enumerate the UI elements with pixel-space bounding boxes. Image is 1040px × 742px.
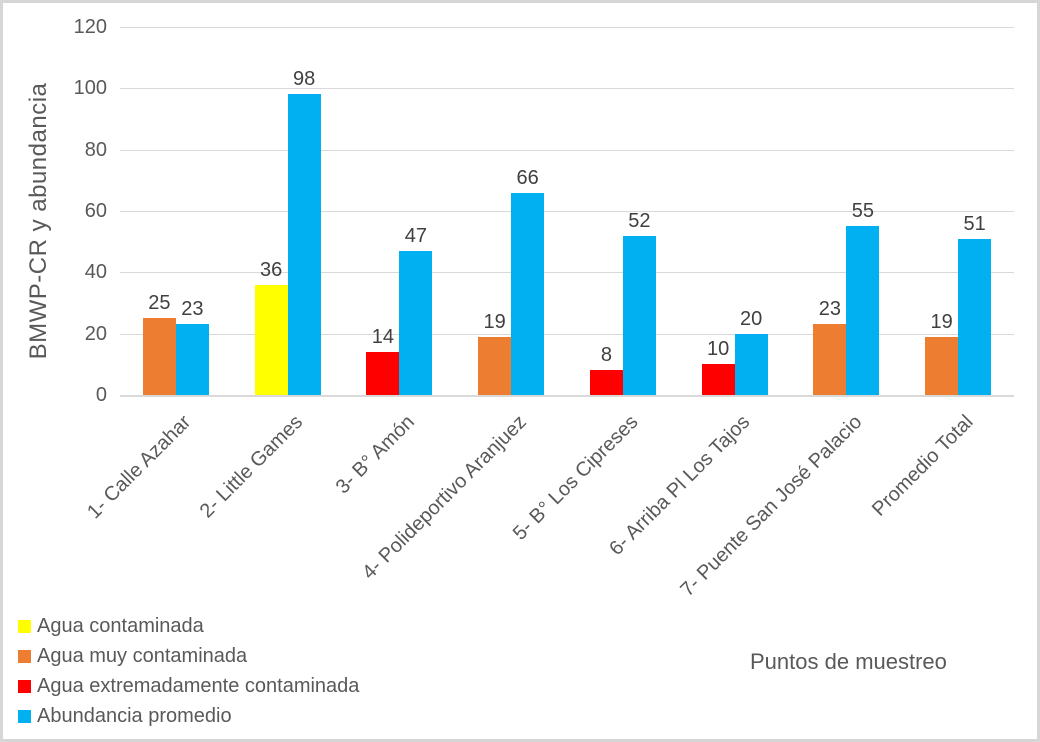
legend-swatch bbox=[18, 709, 31, 723]
gridline bbox=[120, 211, 1014, 212]
bar-group: 23 55 bbox=[791, 27, 903, 395]
bar-value-label: 36 bbox=[260, 258, 283, 281]
bar: 23 bbox=[175, 298, 209, 395]
bar: 55 bbox=[846, 200, 880, 395]
bar-value-label: 23 bbox=[818, 298, 841, 321]
y-tick-label: 60 bbox=[84, 200, 107, 222]
bar: 52 bbox=[622, 210, 656, 395]
bar-group: 10 20 bbox=[679, 27, 791, 395]
bar: 19 bbox=[478, 311, 512, 395]
legend-item: Agua extremadamente contaminada bbox=[18, 671, 359, 701]
legend-label: Agua contaminada bbox=[37, 614, 204, 637]
bar-value-label: 52 bbox=[628, 209, 651, 232]
bar: 10 bbox=[701, 338, 735, 395]
bar-group: 14 47 bbox=[344, 27, 456, 395]
y-tick-label: 80 bbox=[84, 138, 107, 161]
bar-group: 36 98 bbox=[232, 27, 344, 395]
legend-label: Agua extremadamente contaminada bbox=[37, 674, 360, 697]
gridline bbox=[120, 27, 1014, 28]
bar-value-label: 55 bbox=[851, 200, 874, 223]
bar: 14 bbox=[366, 326, 400, 395]
bar: 20 bbox=[734, 308, 768, 395]
bar: 25 bbox=[142, 292, 176, 395]
legend-swatch bbox=[18, 649, 31, 663]
y-axis-ticks: 0 20 40 60 80 100 120 bbox=[3, 16, 107, 406]
bar-group: 19 66 bbox=[455, 27, 567, 395]
bar-group: 19 51 bbox=[902, 27, 1014, 395]
bar-value-label: 8 bbox=[600, 344, 612, 367]
bar-value-label: 14 bbox=[371, 326, 394, 349]
bar-value-label: 66 bbox=[516, 166, 539, 189]
legend-item: Agua muy contaminada bbox=[18, 641, 359, 671]
bar: 23 bbox=[813, 298, 847, 395]
x-axis-title: Puntos de muestreo bbox=[750, 649, 947, 674]
x-category-label: Promedio Total bbox=[868, 411, 978, 521]
bar-value-label: 98 bbox=[293, 68, 316, 91]
bar: 47 bbox=[399, 225, 433, 395]
x-category-label: 2- Little Games bbox=[195, 411, 308, 523]
y-tick-label: 0 bbox=[95, 384, 107, 406]
x-category-label: 3- B° Amón bbox=[331, 411, 419, 499]
bar-value-label: 10 bbox=[707, 338, 730, 361]
bar: 8 bbox=[589, 344, 623, 395]
bar-value-label: 23 bbox=[181, 298, 204, 321]
legend-swatch bbox=[18, 679, 31, 693]
legend-item: Agua contaminada bbox=[18, 611, 359, 641]
y-tick-label: 40 bbox=[84, 261, 107, 284]
y-tick-label: 100 bbox=[73, 77, 107, 100]
gridline bbox=[120, 88, 1014, 90]
bar: 98 bbox=[287, 68, 321, 395]
legend-label: Abundancia promedio bbox=[37, 704, 232, 727]
legend-swatch bbox=[18, 619, 31, 633]
gridline bbox=[120, 333, 1014, 335]
x-category-label: 7- Puente San José Palacio bbox=[675, 411, 866, 602]
legend-item: Abundancia promedio bbox=[18, 701, 359, 731]
bar-value-label: 19 bbox=[930, 310, 953, 333]
bar: 19 bbox=[925, 311, 959, 395]
legend: Agua contaminada Agua muy contaminada Agua… bbox=[18, 611, 359, 731]
bar: 51 bbox=[958, 213, 992, 395]
legend-label: Agua muy contaminada bbox=[37, 644, 248, 667]
gridline bbox=[120, 272, 1014, 274]
y-tick-label: 20 bbox=[84, 322, 107, 345]
bar-value-label: 51 bbox=[963, 212, 986, 235]
bar: 36 bbox=[254, 259, 288, 395]
bar-value-label: 20 bbox=[740, 307, 763, 330]
bar-group: 8 52 bbox=[567, 27, 679, 395]
bar-group: 25 23 bbox=[120, 27, 232, 395]
bar-value-label: 19 bbox=[483, 310, 506, 333]
bar: 66 bbox=[511, 167, 545, 395]
gridline bbox=[120, 149, 1014, 151]
x-axis-labels: 1- Calle Azahar 2- Little Games 3- B° Amón… bbox=[83, 397, 1014, 622]
y-tick-label: 120 bbox=[73, 16, 107, 38]
bar-value-label: 47 bbox=[404, 224, 427, 247]
bar-value-label: 25 bbox=[148, 292, 171, 315]
x-category-label: 1- Calle Azahar bbox=[83, 411, 196, 524]
plot-area: 25 23 36 98 14 47 19 66 8 52 10 20 23 55 19 51 bbox=[120, 27, 1014, 397]
